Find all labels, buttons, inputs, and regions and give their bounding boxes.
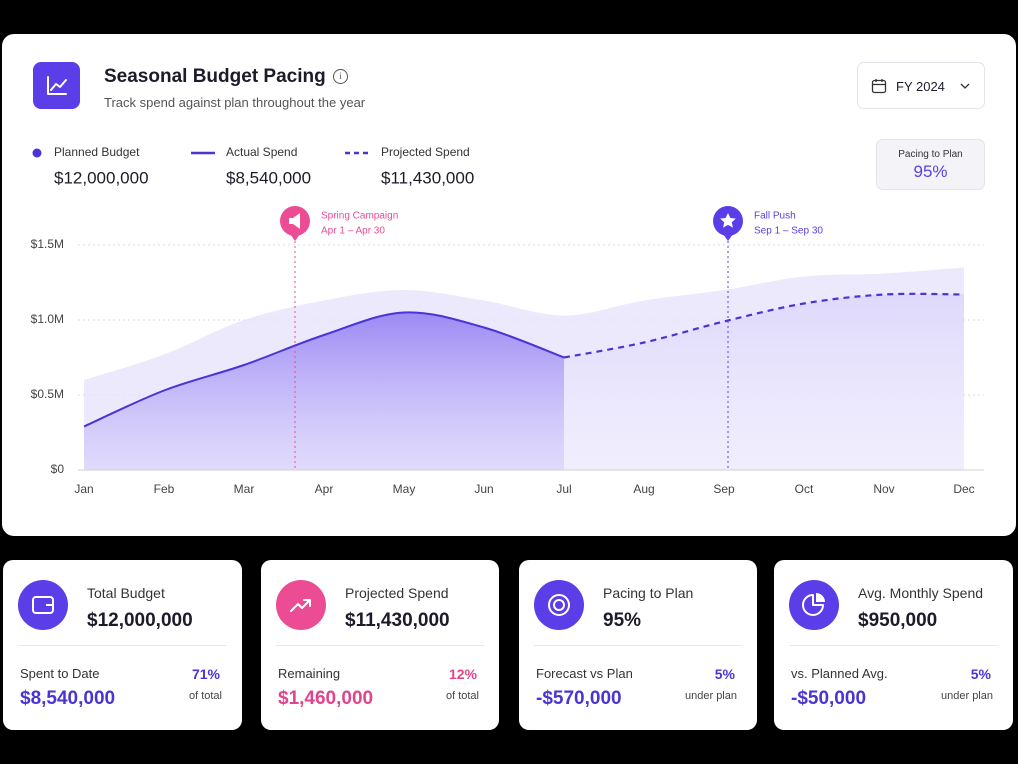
actual-area [84,312,564,470]
annotation-icon [720,213,736,228]
detail-label: Forecast vs Plan [536,666,633,681]
badge-value: 95% [913,162,948,181]
percent: 5% [970,666,991,682]
icon [47,76,67,95]
legend-total: $11,430,000 [381,168,474,187]
card-icon [276,580,326,630]
x-tick-label: Feb [154,482,175,496]
card-value: 95% [603,610,642,631]
x-tick-label: May [393,482,416,496]
annotation-label: Fall Push [754,211,796,222]
detail-value: $1,460,000 [278,688,374,709]
title: Seasonal Budget Pacing [104,66,326,87]
info-icon[interactable]: i [333,69,348,84]
annotation-label: Spring Campaign [321,211,398,222]
detail-label: vs. Planned Avg. [791,666,888,681]
x-tick-label: Sep [713,482,735,496]
card-icon [789,580,839,630]
header-icon [33,62,80,109]
kpi-card: Total Budget $12,000,000 Spent to Date $… [3,560,242,730]
annotation-icon [289,213,300,229]
actual-line [83,311,565,428]
annotation-pin-tip [290,234,300,241]
projected-line [563,292,965,359]
card-value: $11,430,000 [345,610,450,631]
kpi-card: Projected Spend $11,430,000 Remaining $1… [261,560,499,730]
x-tick-label: Dec [953,482,974,496]
legend-label: Planned Budget [54,145,140,159]
detail-value: -$570,000 [536,688,622,709]
pacing-badge: Pacing to Plan 95% [876,139,985,190]
y-tick-label: $1.5M [31,237,64,251]
annotation-pin-tip [723,234,733,241]
percent: 12% [448,666,477,682]
percent-note: of total [188,690,222,702]
percent-note: under plan [941,690,993,702]
divider [276,645,484,646]
x-tick-label: Jan [74,482,93,496]
divider [789,645,998,646]
divider [18,645,227,646]
percent: 5% [714,666,735,682]
card-icon [534,580,584,630]
percent: 71% [191,666,220,682]
card-value: $12,000,000 [87,610,193,631]
percent-note: of total [445,690,479,702]
x-tick-label: Aug [633,482,654,496]
x-tick-label: Jun [474,482,493,496]
percent-note: under plan [685,690,737,702]
period: FY 2024 [896,79,945,94]
card-title: Total Budget [87,585,165,601]
card-icon [18,580,68,630]
chevron [960,83,970,89]
detail-value: $8,540,000 [20,688,116,709]
card-title: Avg. Monthly Spend [858,585,984,601]
detail-label: Remaining [278,666,341,681]
y-tick-label: $0.5M [31,387,64,401]
annotation-dates: Sep 1 – Sep 30 [754,226,823,237]
card-title: Projected Spend [345,585,449,601]
x-tick-label: Oct [795,482,814,496]
subtitle: Track spend against plan throughout the … [104,95,366,110]
legend-total: $12,000,000 [54,168,149,187]
detail-value: -$50,000 [791,688,867,709]
chart: Planned Budget $12,000,000 Actual Spend … [31,145,984,496]
annotation-dates: Apr 1 – Apr 30 [321,226,385,237]
legend-total: $8,540,000 [226,168,311,187]
legend-label: Actual Spend [226,145,297,159]
kpi-card: Pacing to Plan 95% Forecast vs Plan -$57… [519,560,757,730]
x-tick-label: Jul [556,482,571,496]
card-value: $950,000 [858,610,938,631]
card-title: Pacing to Plan [603,585,694,601]
kpi-card: Avg. Monthly Spend $950,000 vs. Planned … [774,560,1013,730]
period-dropdown[interactable]: FY 2024 [857,62,985,109]
x-tick-label: Nov [873,482,894,496]
x-tick-label: Apr [315,482,334,496]
detail-label: Spent to Date [20,666,100,681]
x-tick-label: Mar [234,482,255,496]
legend-swatch [32,148,42,158]
calendar-icon [871,79,887,94]
divider [534,645,742,646]
y-tick-label: $0 [51,462,65,476]
legend-label: Projected Spend [381,145,470,159]
badge-label: Pacing to Plan [898,149,963,160]
y-tick-label: $1.0M [31,312,64,326]
